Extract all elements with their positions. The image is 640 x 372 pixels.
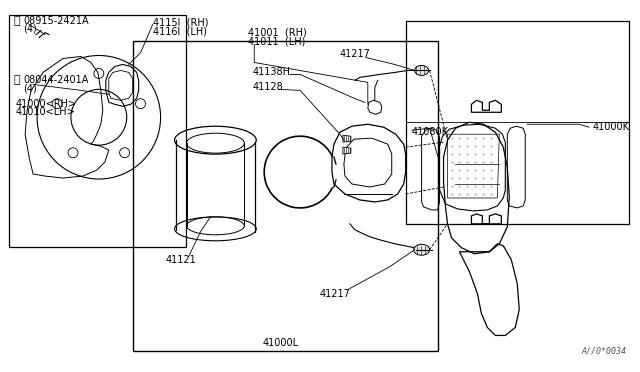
Text: 4116l  (LH): 4116l (LH): [152, 26, 207, 36]
Text: 41000L: 41000L: [262, 339, 298, 349]
Text: 41010<LH>: 41010<LH>: [15, 107, 75, 117]
Text: 41217: 41217: [320, 289, 351, 299]
Text: (4): (4): [23, 83, 37, 93]
Text: 41011  (LH): 41011 (LH): [248, 36, 306, 46]
Text: (4): (4): [23, 23, 37, 33]
Text: 41128: 41128: [252, 82, 283, 92]
Text: 4115l  (RH): 4115l (RH): [152, 17, 208, 28]
Polygon shape: [343, 135, 351, 142]
Text: 08915-2421A: 08915-2421A: [23, 16, 89, 26]
Polygon shape: [343, 147, 351, 154]
Text: 41000K: 41000K: [593, 122, 630, 132]
Text: ⓘ: ⓘ: [13, 16, 20, 26]
Text: Ⓑ: Ⓑ: [13, 76, 20, 86]
Ellipse shape: [415, 65, 429, 76]
Text: 41138H: 41138H: [252, 67, 291, 77]
Text: 41080K: 41080K: [412, 127, 449, 137]
Text: A//0*0034: A//0*0034: [582, 346, 627, 355]
Ellipse shape: [413, 244, 429, 255]
Text: 41000<RH>: 41000<RH>: [15, 99, 76, 109]
Text: 41121: 41121: [166, 255, 196, 265]
Text: 41001  (RH): 41001 (RH): [248, 28, 307, 38]
Text: 08044-2401A: 08044-2401A: [23, 76, 88, 86]
Text: 41217: 41217: [340, 49, 371, 60]
